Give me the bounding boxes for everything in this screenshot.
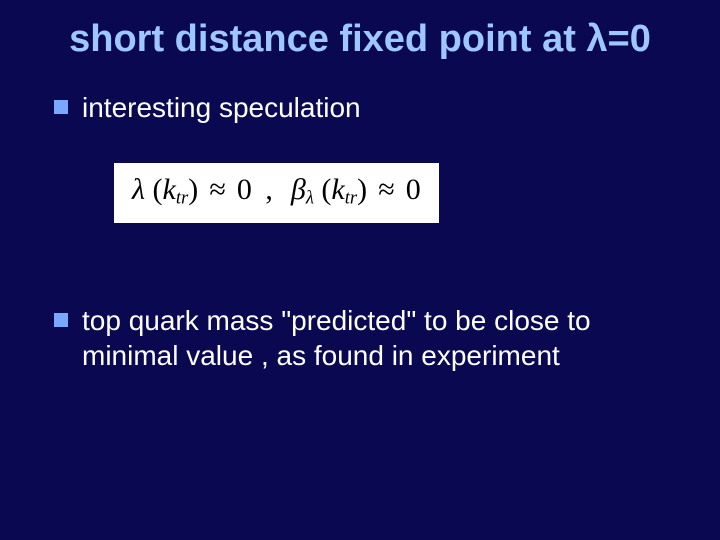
eq-open-paren-2: (: [321, 173, 331, 206]
eq-lambda: λ: [132, 173, 145, 206]
eq-beta-sub: λ: [306, 187, 314, 208]
eq-beta: β: [291, 173, 306, 206]
square-bullet-icon: [54, 100, 68, 114]
equation-container: λ (ktr) ≈ 0 , βλ (ktr) ≈ 0: [54, 163, 680, 224]
eq-k-sub: tr: [176, 187, 188, 208]
eq-close-paren: ): [188, 173, 198, 206]
bullet-text: interesting speculation: [82, 90, 680, 125]
eq-zero-2: 0: [406, 173, 421, 206]
eq-approx-2: ≈: [375, 173, 399, 206]
bullet-item: top quark mass "predicted" to be close t…: [54, 303, 680, 373]
bullet-text: top quark mass "predicted" to be close t…: [82, 303, 680, 373]
eq-zero: 0: [237, 173, 252, 206]
bullet-item: interesting speculation: [54, 90, 680, 125]
eq-k-2: k: [331, 173, 344, 206]
eq-k: k: [163, 173, 176, 206]
eq-comma: ,: [259, 173, 283, 206]
eq-close-paren-2: ): [357, 173, 367, 206]
slide-title: short distance fixed point at λ=0: [40, 18, 680, 62]
square-bullet-icon: [54, 313, 68, 327]
eq-approx: ≈: [206, 173, 230, 206]
bullet-list: interesting speculation λ (ktr) ≈ 0 , βλ…: [40, 90, 680, 374]
eq-k-sub-2: tr: [345, 187, 357, 208]
equation-box: λ (ktr) ≈ 0 , βλ (ktr) ≈ 0: [114, 163, 439, 224]
slide: short distance fixed point at λ=0 intere…: [0, 0, 720, 540]
eq-open-paren: (: [153, 173, 163, 206]
